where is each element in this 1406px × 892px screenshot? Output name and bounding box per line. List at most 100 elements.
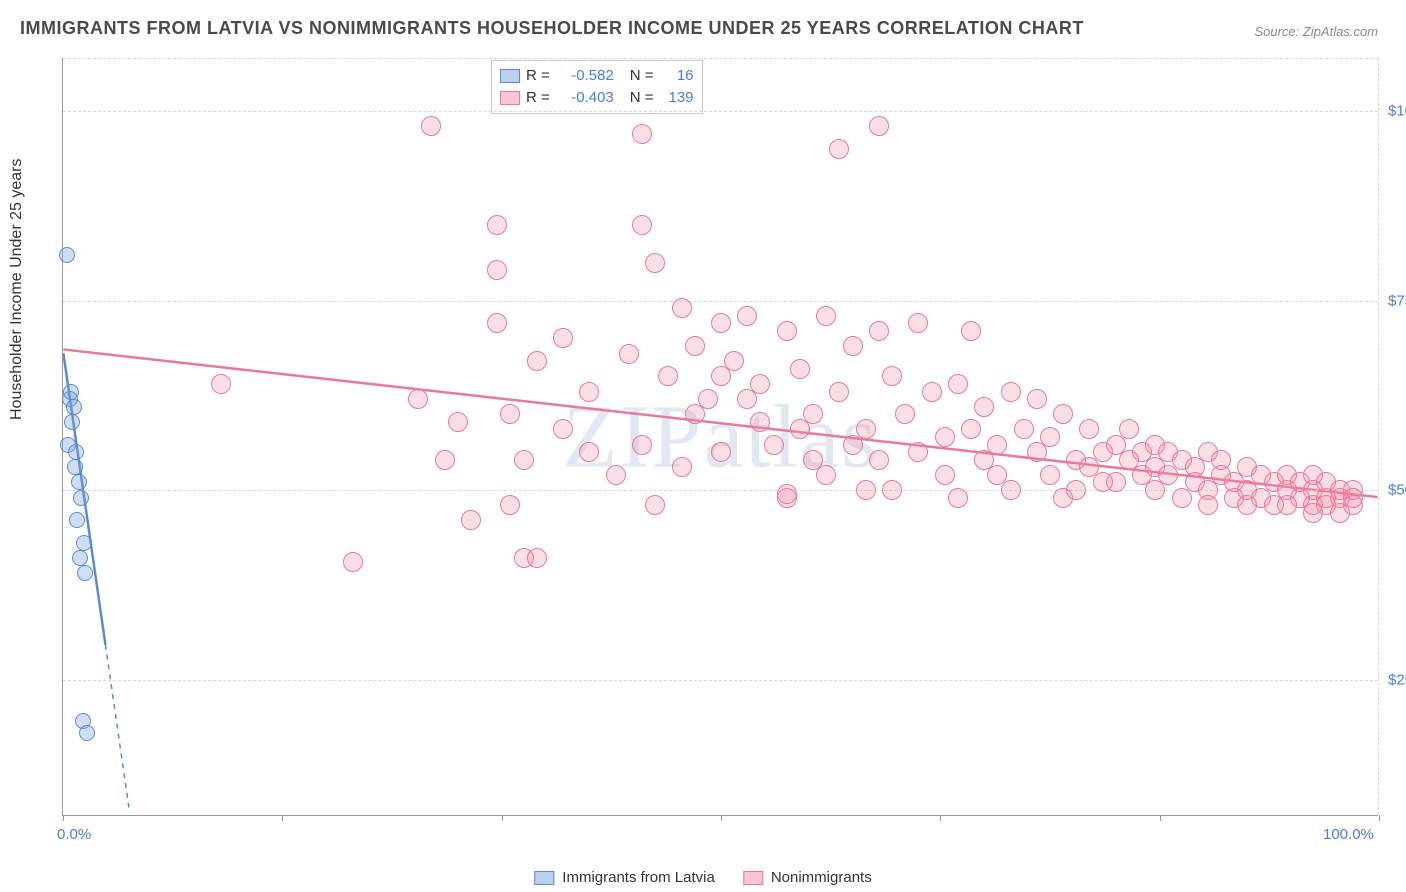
point-nonimmigrants bbox=[1343, 488, 1363, 508]
x-tick-label: 100.0% bbox=[1323, 826, 1374, 843]
point-nonimmigrants bbox=[948, 488, 968, 508]
point-nonimmigrants bbox=[1053, 404, 1073, 424]
point-nonimmigrants bbox=[1040, 427, 1060, 447]
x-tick-mark bbox=[940, 815, 941, 821]
point-nonimmigrants bbox=[816, 465, 836, 485]
point-nonimmigrants bbox=[882, 480, 902, 500]
point-nonimmigrants bbox=[935, 427, 955, 447]
point-nonimmigrants bbox=[803, 404, 823, 424]
point-immigrants bbox=[71, 474, 87, 490]
stats-row: R = -0.582N = 16 bbox=[500, 65, 694, 87]
point-nonimmigrants bbox=[1040, 465, 1060, 485]
point-nonimmigrants bbox=[1237, 495, 1257, 515]
point-nonimmigrants bbox=[487, 215, 507, 235]
point-nonimmigrants bbox=[987, 465, 1007, 485]
point-nonimmigrants bbox=[816, 306, 836, 326]
point-nonimmigrants bbox=[487, 260, 507, 280]
point-nonimmigrants bbox=[1053, 488, 1073, 508]
point-nonimmigrants bbox=[658, 366, 678, 386]
point-nonimmigrants bbox=[1027, 389, 1047, 409]
point-nonimmigrants bbox=[343, 552, 363, 572]
point-nonimmigrants bbox=[619, 344, 639, 364]
point-nonimmigrants bbox=[829, 382, 849, 402]
point-nonimmigrants bbox=[1093, 472, 1113, 492]
legend-swatch bbox=[534, 871, 554, 885]
point-nonimmigrants bbox=[895, 404, 915, 424]
stat-label-R: R = bbox=[526, 87, 550, 109]
point-immigrants bbox=[64, 414, 80, 430]
x-tick-mark bbox=[721, 815, 722, 821]
point-nonimmigrants bbox=[408, 389, 428, 409]
gridline-horizontal bbox=[63, 111, 1378, 112]
trend-lines bbox=[63, 58, 1378, 815]
x-tick-mark bbox=[63, 815, 64, 821]
point-nonimmigrants bbox=[908, 442, 928, 462]
point-nonimmigrants bbox=[1145, 435, 1165, 455]
point-nonimmigrants bbox=[606, 465, 626, 485]
point-nonimmigrants bbox=[1198, 495, 1218, 515]
point-immigrants bbox=[59, 247, 75, 263]
gridline-horizontal bbox=[63, 680, 1378, 681]
point-nonimmigrants bbox=[632, 215, 652, 235]
point-nonimmigrants bbox=[500, 495, 520, 515]
x-tick-mark bbox=[502, 815, 503, 821]
x-tick-label: 0.0% bbox=[57, 826, 91, 843]
point-nonimmigrants bbox=[553, 328, 573, 348]
point-nonimmigrants bbox=[790, 359, 810, 379]
point-nonimmigrants bbox=[448, 412, 468, 432]
stat-value-R: -0.582 bbox=[556, 65, 614, 87]
x-tick-mark bbox=[282, 815, 283, 821]
stat-value-R: -0.403 bbox=[556, 87, 614, 109]
point-immigrants bbox=[68, 444, 84, 460]
y-tick-label: $100,000 bbox=[1386, 103, 1406, 120]
stat-value-N: 139 bbox=[660, 87, 694, 109]
point-nonimmigrants bbox=[435, 450, 455, 470]
point-nonimmigrants bbox=[1014, 419, 1034, 439]
point-nonimmigrants bbox=[461, 510, 481, 530]
point-nonimmigrants bbox=[685, 336, 705, 356]
legend-label: Nonimmigrants bbox=[771, 869, 872, 886]
gridline-horizontal bbox=[63, 301, 1378, 302]
point-immigrants bbox=[67, 459, 83, 475]
point-nonimmigrants bbox=[750, 412, 770, 432]
point-nonimmigrants bbox=[527, 351, 547, 371]
gridline-horizontal bbox=[63, 58, 1378, 59]
point-nonimmigrants bbox=[961, 419, 981, 439]
point-nonimmigrants bbox=[843, 336, 863, 356]
point-nonimmigrants bbox=[777, 321, 797, 341]
point-nonimmigrants bbox=[711, 313, 731, 333]
point-nonimmigrants bbox=[632, 124, 652, 144]
point-immigrants bbox=[79, 725, 95, 741]
point-nonimmigrants bbox=[869, 321, 889, 341]
point-nonimmigrants bbox=[672, 457, 692, 477]
stat-label-N: N = bbox=[630, 65, 654, 87]
point-nonimmigrants bbox=[764, 435, 784, 455]
point-nonimmigrants bbox=[803, 450, 823, 470]
stat-label-R: R = bbox=[526, 65, 550, 87]
y-tick-label: $75,000 bbox=[1386, 292, 1406, 309]
point-nonimmigrants bbox=[487, 313, 507, 333]
point-nonimmigrants bbox=[974, 397, 994, 417]
point-nonimmigrants bbox=[935, 465, 955, 485]
point-nonimmigrants bbox=[908, 313, 928, 333]
point-immigrants bbox=[72, 550, 88, 566]
point-nonimmigrants bbox=[514, 450, 534, 470]
source-attribution: Source: ZipAtlas.com bbox=[1254, 24, 1378, 39]
x-tick-mark bbox=[1379, 815, 1380, 821]
point-nonimmigrants bbox=[711, 442, 731, 462]
correlation-stats-legend: R = -0.582N = 16R = -0.403N = 139 bbox=[491, 60, 703, 114]
point-immigrants bbox=[73, 490, 89, 506]
point-immigrants bbox=[66, 399, 82, 415]
point-nonimmigrants bbox=[948, 374, 968, 394]
point-nonimmigrants bbox=[672, 298, 692, 318]
gridline-vertical bbox=[1378, 58, 1379, 815]
point-nonimmigrants bbox=[698, 389, 718, 409]
point-nonimmigrants bbox=[632, 435, 652, 455]
y-tick-label: $25,000 bbox=[1386, 671, 1406, 688]
legend-item: Nonimmigrants bbox=[743, 869, 872, 886]
point-nonimmigrants bbox=[1001, 382, 1021, 402]
point-nonimmigrants bbox=[1211, 450, 1231, 470]
point-nonimmigrants bbox=[987, 435, 1007, 455]
point-nonimmigrants bbox=[737, 306, 757, 326]
point-nonimmigrants bbox=[579, 382, 599, 402]
